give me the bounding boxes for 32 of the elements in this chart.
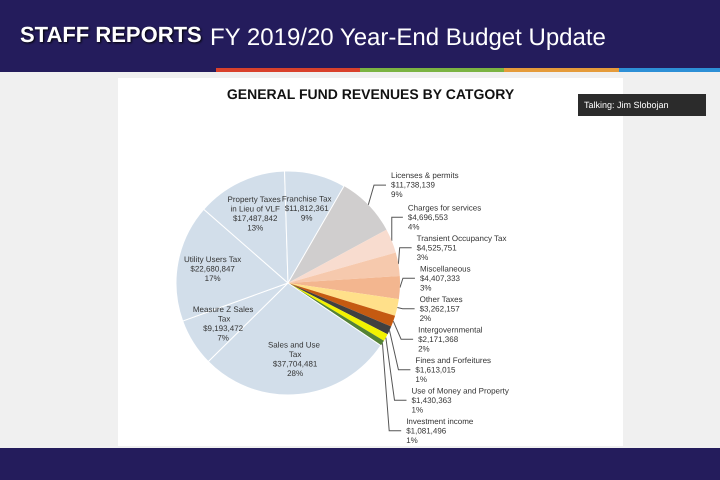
slice-label: Franchise Tax (282, 194, 332, 204)
data-label: $4,696,553 4% (408, 212, 448, 232)
slice-label: Charges for services (408, 203, 482, 212)
data-label: $17,487,842 13% (232, 214, 278, 232)
slice-label: Measure Z Sales Tax (192, 305, 254, 324)
slice-label: Transient Occupancy Tax (416, 234, 506, 243)
data-label: $37,704,481 28% (272, 360, 318, 378)
slice-label: Intergovernmental (418, 325, 483, 334)
data-label: $9,193,472 7% (203, 324, 244, 343)
data-label: $4,525,751 3% (416, 243, 458, 262)
chart-title: GENERAL FUND REVENUES BY CATGORY (226, 86, 515, 102)
slice-label: Fines and Forfeitures (415, 356, 492, 365)
slice-label: Licenses & permits (391, 171, 459, 180)
text: STAFF REPORTS (20, 22, 202, 48)
text: Talking: Jim Slobojan (578, 94, 706, 116)
slice-label: Investment income (406, 416, 474, 426)
slice-label: Property Taxes in Lieu of VLF (227, 194, 283, 214)
slice-label: Sales and Use Tax (268, 340, 322, 360)
data-label: $2,171,368 2% (418, 334, 459, 354)
data-label: $3,262,157 2% (420, 304, 460, 323)
data-label: $1,430,363 1% (412, 396, 452, 414)
slice-label: Miscellaneous (420, 264, 471, 274)
slice-label: Utility Users Tax (184, 254, 242, 264)
data-label: $11,812,361 9% (284, 204, 330, 223)
data-label: $11,738,139 9% (391, 180, 436, 200)
data-label: $1,613,015 1% (415, 365, 456, 384)
text: FY 2019/20 Year-End Budget Update (210, 24, 606, 52)
data-label: $1,081,496 1% (406, 426, 447, 445)
slice-label: Use of Money and Property (412, 386, 509, 396)
slice-label: Other Taxes (420, 294, 463, 304)
data-label: $4,407,333 3% (420, 274, 461, 292)
data-label: $22,680,847 17% (190, 264, 236, 283)
